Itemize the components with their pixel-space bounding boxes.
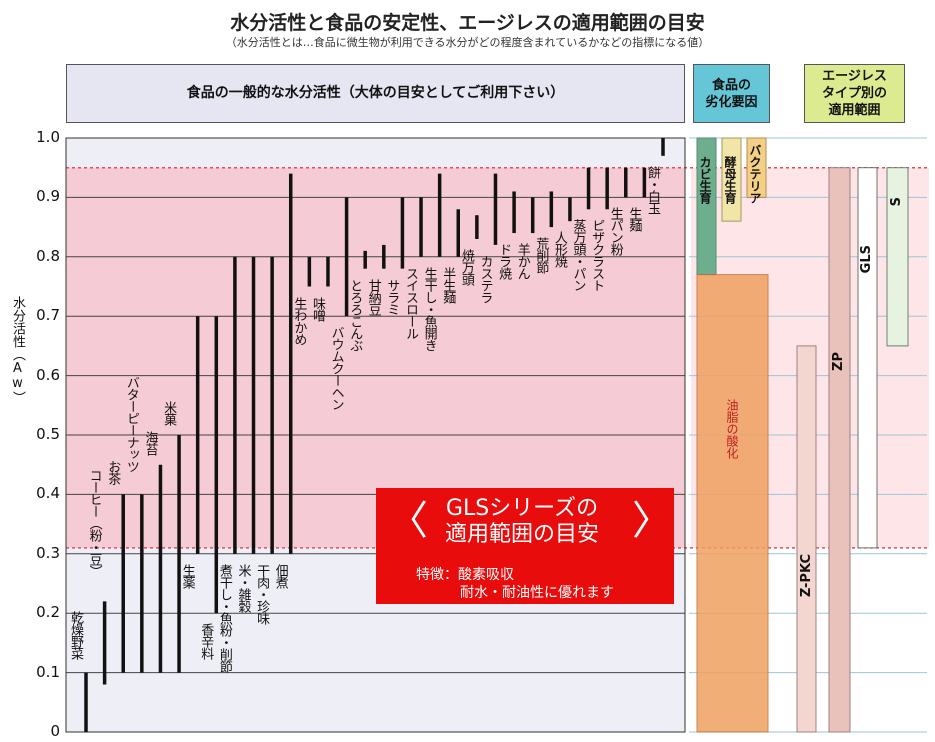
degradation-label-0: カビ生育 [698, 155, 712, 204]
y-axis-label: 水分活性（Aw） [10, 296, 25, 404]
gls-callout-title-line2: 適用範囲の目安 [444, 522, 599, 547]
degradation-label-3: 油脂の酸化 [725, 399, 739, 460]
ageless-type-label-0: Z-PKC [799, 553, 814, 597]
category-label-6: 生薬 [179, 563, 195, 588]
gls-callout-feature-line2: 耐水・耐油性に優れます [460, 585, 614, 601]
ageless-type-label-3: S [889, 197, 904, 207]
ageless-bar-2 [857, 167, 878, 549]
category-label-8: 煮干し・魚粉・削節 [216, 563, 232, 672]
degradation-bar-1 [721, 137, 742, 222]
ageless-bar-3 [886, 167, 909, 347]
header-ageless-type-range: エージレス タイプ別の 適用範囲 [804, 64, 905, 123]
ageless-type-label-1: ZP [831, 351, 846, 371]
gls-callout-feature-line1: 特徴：酸素吸収 [416, 567, 514, 583]
chart-title: 水分活性と食品の安定性、エージレスの適用範囲の目安 [230, 12, 705, 34]
y-tick-label-2: 0.2 [36, 603, 60, 622]
ageless-bar-0 [796, 345, 817, 733]
category-label-7: 香辛料 [198, 623, 214, 660]
category-label-12: 生わかめ [291, 296, 307, 345]
y-tick-label-10: 1.0 [36, 128, 60, 146]
category-label-11: 佃煮 [272, 563, 288, 588]
plot-frame [65, 137, 686, 733]
gls-callout-box [376, 488, 674, 604]
category-label-17: サラミ [384, 278, 400, 315]
gls-left-bracket: 〈 [388, 498, 428, 544]
header-general-water-activity: 食品の一般的な水分活性（大体の目安としてご利用下さい） [66, 64, 685, 123]
header-degradation-factors: 食品の 劣化要因 [693, 64, 770, 123]
gls-right-bracket: 〉 [632, 498, 672, 544]
category-label-9: 米・雑穀 [235, 563, 251, 612]
category-label-19: 生干し・魚開き [421, 266, 437, 351]
category-label-27: 蒸万頭・パン [570, 219, 586, 292]
y-tick-label-4: 0.4 [36, 484, 60, 503]
category-label-21: 焼万頭 [458, 248, 474, 285]
category-label-14: バウムクーヘン [328, 326, 344, 411]
category-label-29: 生パン粉 [607, 207, 623, 256]
category-label-5: 米菓 [161, 401, 177, 425]
category-label-28: ピザクラスト [589, 219, 605, 292]
category-label-24: 羊かん [514, 243, 530, 280]
category-label-31: 餅・白玉 [645, 165, 660, 214]
category-label-30: 生麺 [626, 207, 642, 232]
category-label-18: スイスロール [403, 266, 419, 339]
category-label-10: 干肉・珍味 [254, 563, 270, 624]
category-label-16: 甘納豆 [365, 278, 381, 315]
ageless-bar-1 [828, 167, 851, 733]
category-label-3: バターピーナッツ [123, 376, 139, 473]
header-ageless-label: エージレス タイプ別の 適用範囲 [821, 69, 887, 118]
degradation-label-1: 酵母生育 [723, 155, 737, 204]
y-tick-label-1: 0.1 [36, 662, 60, 681]
y-tick-label-7: 0.7 [36, 306, 60, 325]
y-tick-label-8: 0.8 [36, 246, 60, 265]
y-tick-label-6: 0.6 [36, 365, 60, 384]
degradation-bar-2 [746, 137, 767, 198]
chart-subtitle: （水分活性とは…食品に微生物が利用できる水分がどの程度含まれているかなどの指標に… [225, 36, 710, 49]
category-label-0: 乾燥野菜 [68, 610, 83, 659]
ageless-type-label-2: GLS [859, 244, 874, 274]
gls-range-band [66, 167, 685, 548]
category-label-15: とろろこんぶ [347, 278, 363, 351]
category-label-23: ドラ焼 [496, 243, 512, 280]
gls-callout-title-line1: GLSシリーズの [445, 496, 599, 521]
degradation-bar-3 [696, 274, 769, 733]
category-label-4: 海苔 [142, 430, 158, 455]
header-degradation-label: 食品の 劣化要因 [705, 77, 758, 110]
category-label-26: 人形焼 [551, 231, 567, 268]
category-label-20: 半生麺 [440, 266, 456, 303]
category-label-13: 味噌 [309, 296, 325, 321]
degradation-label-2: バクテリア [748, 143, 762, 204]
y-tick-label-9: 0.9 [36, 187, 60, 206]
y-tick-label-3: 0.3 [36, 543, 60, 562]
y-tick-label-0: 0 [50, 722, 60, 740]
category-label-1: コーヒー（粉・豆） [86, 469, 102, 578]
category-label-22: カステラ [477, 254, 493, 303]
y-tick-label-5: 0.5 [36, 425, 60, 443]
category-label-2: お茶 [105, 460, 121, 485]
category-label-25: 荒削節 [533, 237, 549, 274]
